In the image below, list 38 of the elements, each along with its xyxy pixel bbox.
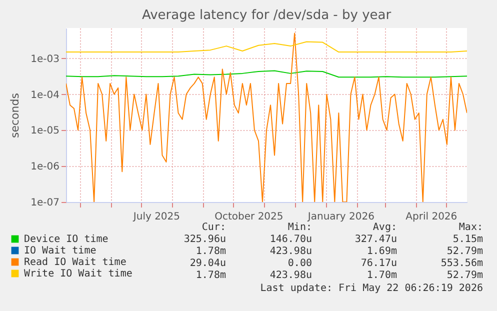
y-axis-title: seconds — [8, 92, 22, 138]
text: 52.79m — [446, 246, 483, 257]
text: 52.79m — [446, 270, 483, 281]
text: 1.69m — [366, 246, 397, 257]
text: Max: — [458, 222, 483, 233]
line-series — [66, 70, 467, 78]
legend-label: Read IO Wait time — [24, 257, 126, 268]
y-tick-label: 1e-03 — [30, 54, 60, 65]
y-tick-label: 1e-04 — [30, 90, 60, 101]
line-series — [66, 41, 467, 53]
text: 1.78m — [196, 246, 226, 257]
text: 423.98u — [270, 270, 312, 281]
x-tick-label: April 2026 — [406, 212, 458, 222]
y-tick-label: 1e-07 — [30, 198, 60, 208]
chart-title: Average latency for /dev/sda - by year — [142, 8, 392, 23]
legend-label: Device IO time — [24, 234, 108, 245]
text: 325.96u — [184, 234, 226, 245]
text: 5.15m — [452, 234, 483, 245]
text: 553.56m — [440, 258, 483, 269]
y-tick-label: 1e-06 — [30, 162, 60, 173]
text: 0.00 — [288, 258, 312, 269]
legend-label: IO Wait time — [24, 246, 96, 256]
y-tick-label: 1e-05 — [30, 126, 60, 137]
text: 76.17u — [360, 258, 397, 269]
x-tick-label: July 2025 — [132, 212, 180, 222]
text: 1.70m — [366, 270, 397, 281]
text: Min: — [288, 222, 312, 233]
text: 146.70u — [270, 234, 312, 245]
text: Avg: — [372, 222, 397, 233]
text: 423.98u — [270, 246, 312, 257]
text: Cur: — [202, 222, 226, 233]
legend-label: Write IO Wait time — [24, 268, 132, 280]
text: Last update: Fri May 22 06:26:19 2026 — [260, 283, 483, 294]
text: 1.78m — [196, 270, 226, 281]
text: 29.04u — [190, 258, 226, 269]
x-tick-label: January 2026 — [306, 212, 374, 222]
text: 327.47u — [354, 234, 397, 245]
x-tick-label: October 2025 — [214, 212, 284, 222]
